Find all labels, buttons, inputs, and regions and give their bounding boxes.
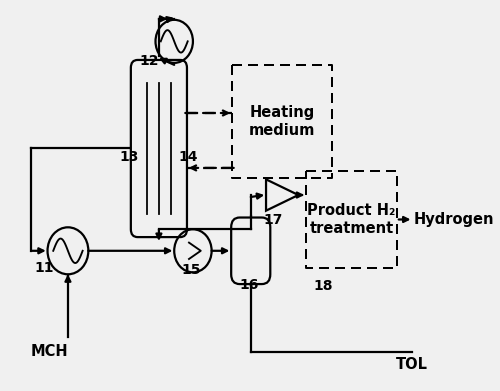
Text: Heating
medium: Heating medium — [248, 106, 315, 138]
Text: 12: 12 — [139, 54, 158, 68]
Text: MCH: MCH — [30, 344, 68, 359]
Text: Hydrogen: Hydrogen — [414, 212, 494, 227]
Text: 13: 13 — [120, 150, 139, 163]
Text: 11: 11 — [34, 262, 54, 275]
Text: 17: 17 — [263, 213, 282, 228]
Text: 15: 15 — [182, 264, 201, 277]
Text: 14: 14 — [179, 150, 199, 163]
Text: 16: 16 — [240, 278, 258, 292]
Text: TOL: TOL — [396, 357, 428, 372]
Text: Product H₂
treatment: Product H₂ treatment — [308, 203, 396, 236]
Text: 18: 18 — [314, 279, 333, 293]
